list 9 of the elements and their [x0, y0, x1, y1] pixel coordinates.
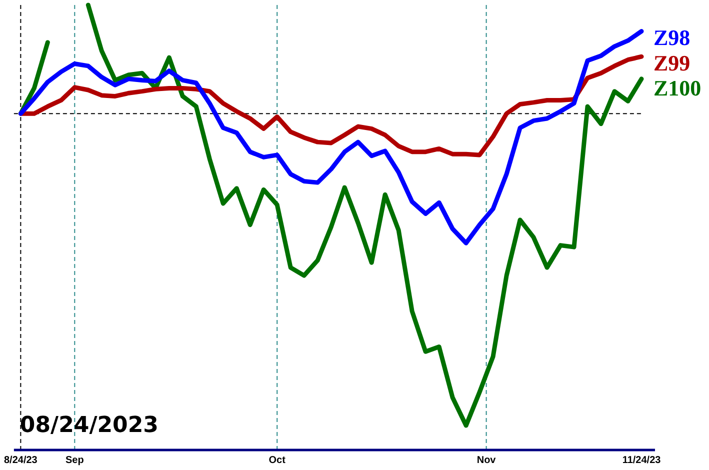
series-label: Z99	[654, 50, 690, 76]
x-tick-label: Oct	[268, 454, 286, 466]
x-tick-label: Nov	[476, 454, 496, 466]
annotation: 08/24/2023	[20, 413, 158, 438]
x-tick-label: Sep	[65, 454, 84, 466]
series-label: Z98	[654, 24, 690, 50]
x-tick-label: 8/24/23	[4, 454, 38, 466]
x-tick-label: 11/24/23	[622, 454, 662, 466]
series-label: Z100	[654, 75, 702, 100]
